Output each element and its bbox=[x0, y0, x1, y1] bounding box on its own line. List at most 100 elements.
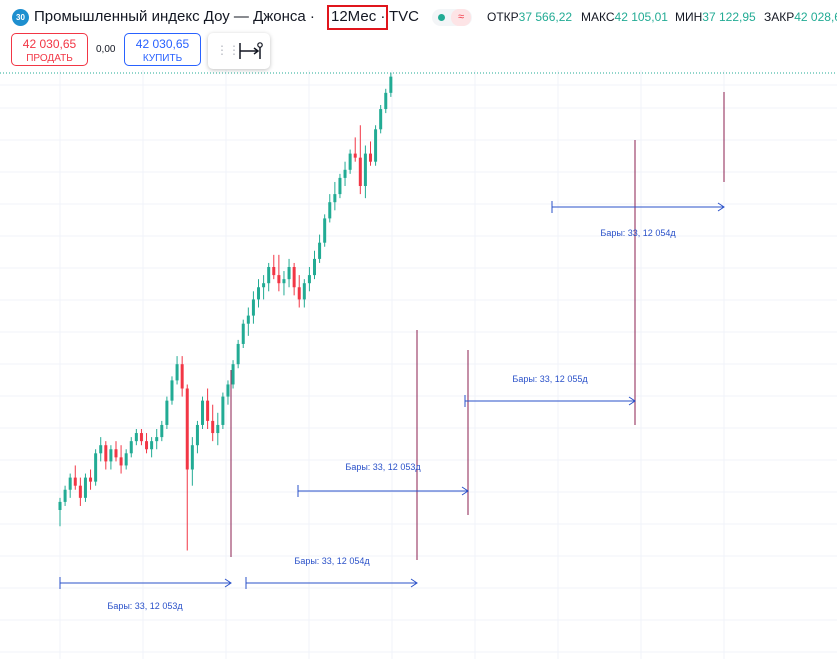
candle-body bbox=[389, 76, 393, 93]
ohlc-close-value: 42 028,6 bbox=[794, 10, 837, 24]
sell-button[interactable]: 42 030,65 ПРОДАТЬ bbox=[11, 33, 88, 66]
candle-body bbox=[206, 400, 210, 421]
candle-body bbox=[353, 153, 357, 158]
measure-label: Бары: 33, 12 054д bbox=[600, 228, 676, 238]
grip-icon[interactable]: ⋮⋮ bbox=[216, 43, 240, 57]
candle-body bbox=[313, 258, 316, 276]
measure-arrowhead bbox=[224, 578, 232, 588]
market-status[interactable]: ≈ bbox=[432, 9, 472, 26]
candle-body bbox=[83, 477, 87, 498]
ohlc-low-key: МИН bbox=[675, 10, 703, 24]
exchange-label[interactable]: TVC bbox=[389, 8, 419, 25]
sell-label: ПРОДАТЬ bbox=[26, 53, 73, 64]
candle-body bbox=[134, 433, 138, 442]
candle-body bbox=[104, 445, 108, 462]
market-open-dot-icon bbox=[438, 14, 445, 21]
ohlc-high: МАКС42 105,01 bbox=[581, 10, 668, 24]
candle-body bbox=[363, 153, 367, 186]
delayed-data-icon: ≈ bbox=[451, 9, 471, 26]
candle-body bbox=[267, 267, 271, 284]
candle-body bbox=[257, 287, 261, 300]
ohlc-open: ОТКР37 566,22 bbox=[487, 10, 572, 24]
candle-body bbox=[384, 92, 388, 110]
ohlc-close-key: ЗАКР bbox=[764, 10, 795, 24]
measure-arrowhead bbox=[628, 396, 636, 406]
candle-body bbox=[333, 194, 337, 203]
measure-label: Бары: 33, 12 053д bbox=[345, 462, 421, 472]
measure-label: Бары: 33, 12 053д bbox=[107, 601, 183, 611]
candle-body bbox=[73, 477, 77, 486]
candle-body bbox=[109, 449, 113, 462]
candle-body bbox=[114, 449, 118, 458]
candle-body bbox=[231, 364, 235, 385]
chart-header: 30 Промышленный индекс Доу — Джонса · 12… bbox=[0, 0, 837, 34]
candle-body bbox=[226, 384, 230, 397]
candle-body bbox=[348, 153, 352, 170]
symbol-title[interactable]: Промышленный индекс Доу — Джонса · bbox=[34, 8, 315, 25]
candle-body bbox=[201, 400, 205, 425]
candle-body bbox=[282, 279, 286, 284]
candle-body bbox=[99, 445, 103, 454]
measure-label: Бары: 33, 12 055д bbox=[512, 374, 588, 384]
timeframe-label[interactable]: 12Мес · bbox=[331, 8, 386, 25]
candle-body bbox=[175, 364, 179, 381]
candle-body bbox=[277, 275, 281, 284]
candle-body bbox=[221, 396, 225, 425]
candle-body bbox=[160, 424, 164, 438]
buy-label: КУПИТЬ bbox=[142, 53, 183, 64]
drawing-toolbox[interactable]: ⋮⋮ bbox=[208, 33, 270, 69]
candle-body bbox=[170, 380, 174, 401]
buy-button[interactable]: 42 030,65 КУПИТЬ bbox=[124, 33, 201, 66]
candle-body bbox=[287, 267, 291, 280]
candle-body bbox=[165, 400, 169, 425]
ohlc-open-key: ОТКР bbox=[487, 10, 519, 24]
ohlc-low: МИН37 122,95 bbox=[675, 10, 756, 24]
candle-body bbox=[185, 388, 189, 470]
candle-body bbox=[78, 485, 82, 498]
spread-value: 0,00 bbox=[96, 44, 116, 55]
timeframe-highlight bbox=[327, 5, 388, 30]
candle-body bbox=[307, 275, 311, 284]
candle-body bbox=[374, 129, 378, 162]
candle-body bbox=[318, 242, 322, 259]
candle-body bbox=[328, 202, 332, 219]
candle-body bbox=[262, 283, 266, 288]
candle-body bbox=[368, 153, 372, 162]
symbol-badge[interactable]: 30 bbox=[12, 9, 29, 26]
candle-body bbox=[190, 445, 194, 470]
candle-body bbox=[150, 441, 154, 450]
candle-body bbox=[246, 315, 250, 324]
candle-body bbox=[94, 453, 98, 482]
candle-body bbox=[216, 424, 220, 434]
date-range-tool-icon[interactable] bbox=[238, 41, 264, 61]
candle-body bbox=[68, 477, 72, 490]
measure-arrowhead bbox=[461, 486, 469, 496]
candle-body bbox=[379, 109, 383, 130]
candle-body bbox=[58, 501, 62, 510]
candle-body bbox=[272, 267, 276, 276]
candle-body bbox=[241, 323, 245, 344]
measure-arrowhead bbox=[717, 202, 725, 212]
ohlc-high-value: 42 105,01 bbox=[614, 10, 668, 24]
candle-body bbox=[119, 457, 123, 466]
candle-body bbox=[89, 477, 93, 482]
candle-body bbox=[211, 420, 215, 434]
candle-body bbox=[195, 424, 199, 446]
candle-body bbox=[343, 169, 347, 178]
candle-body bbox=[236, 343, 240, 365]
sell-price: 42 030,65 bbox=[22, 37, 77, 51]
candle-body bbox=[129, 441, 133, 454]
candle-body bbox=[323, 218, 327, 243]
candle-body bbox=[297, 287, 301, 300]
candle-body bbox=[180, 364, 184, 389]
measure-label: Бары: 33, 12 054д bbox=[294, 556, 370, 566]
candle-body bbox=[124, 453, 128, 466]
buy-price: 42 030,65 bbox=[135, 37, 190, 51]
candle-body bbox=[145, 441, 149, 450]
candle-body bbox=[139, 433, 143, 442]
candle-body bbox=[292, 267, 296, 288]
candle-body bbox=[155, 437, 159, 442]
ohlc-low-value: 37 122,95 bbox=[702, 10, 756, 24]
